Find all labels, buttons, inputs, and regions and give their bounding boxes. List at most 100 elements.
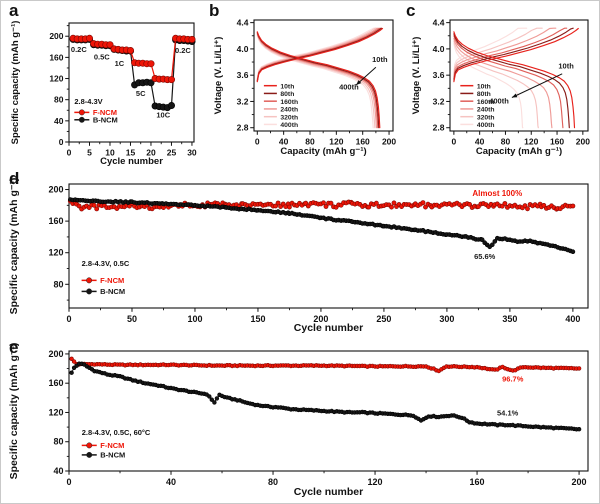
svg-text:40: 40	[166, 477, 176, 487]
svg-text:Specific capacity (mAh g⁻¹): Specific capacity (mAh g⁻¹)	[10, 21, 21, 145]
svg-text:10th: 10th	[372, 55, 388, 64]
svg-text:400: 400	[565, 314, 580, 324]
svg-text:10: 10	[105, 148, 115, 158]
svg-text:B-NCM: B-NCM	[100, 287, 125, 296]
svg-text:300: 300	[439, 314, 454, 324]
svg-text:Voltage (V. Li/Li⁺): Voltage (V. Li/Li⁺)	[213, 37, 224, 115]
svg-text:B-NCM: B-NCM	[100, 451, 125, 460]
chart-voltage-profiles-bncm: 0 40 80 120 160 200 2.8 3.2 3.6 4.0 4.4 Capacity (m…	[411, 18, 590, 157]
svg-text:65.6%: 65.6%	[474, 252, 496, 261]
svg-text:80: 80	[53, 437, 63, 447]
svg-text:0: 0	[67, 148, 72, 158]
svg-text:20: 20	[146, 148, 156, 158]
panel-e: e 0 40 80 120 160 200 40 80 120 160 200 Cycle numbe…	[1, 336, 599, 503]
svg-text:Capacity (mAh g⁻¹): Capacity (mAh g⁻¹)	[280, 146, 366, 157]
svg-text:B-NCM: B-NCM	[93, 115, 118, 124]
svg-text:Almost 100%: Almost 100%	[472, 189, 522, 198]
svg-text:120: 120	[48, 248, 63, 258]
svg-text:0.2C: 0.2C	[71, 45, 87, 54]
chart-long-cycling: 0 50 100 150 200 250 300 350 40080120160200Cycle…	[8, 178, 589, 334]
svg-text:2.8: 2.8	[433, 123, 445, 133]
svg-text:80: 80	[501, 137, 511, 147]
svg-text:200: 200	[576, 137, 590, 147]
chart-rate-capability: 0 5 10 15 20 25 30 0 40 80 120 160 200 Cycle number Sp…	[10, 21, 197, 167]
svg-text:200: 200	[382, 137, 396, 147]
svg-text:320th: 320th	[477, 114, 495, 121]
svg-text:3.6: 3.6	[433, 70, 445, 80]
svg-text:100: 100	[187, 314, 202, 324]
svg-text:80: 80	[268, 477, 278, 487]
svg-text:F-NCM: F-NCM	[100, 276, 124, 285]
svg-text:400th: 400th	[280, 122, 298, 129]
svg-text:200: 200	[313, 314, 328, 324]
svg-text:4.0: 4.0	[433, 44, 445, 54]
svg-text:80: 80	[54, 95, 64, 105]
svg-text:120: 120	[524, 137, 538, 147]
svg-text:400th: 400th	[489, 96, 509, 105]
svg-text:10th: 10th	[280, 83, 294, 90]
svg-text:25: 25	[167, 148, 177, 158]
chart-voltage-profiles-fncm: 0 40 80 120 160 200 2.8 3.2 3.6 4.0 4.4 Capacity (m…	[213, 18, 396, 157]
svg-text:40: 40	[279, 137, 289, 147]
svg-text:10th: 10th	[558, 62, 574, 71]
svg-text:50: 50	[127, 314, 137, 324]
svg-text:80: 80	[53, 279, 63, 289]
svg-text:Specific capacity (mAh g⁻¹): Specific capacity (mAh g⁻¹)	[8, 343, 20, 480]
panel-label-a: a	[9, 1, 19, 20]
svg-text:Specific capacity (mAh g⁻¹): Specific capacity (mAh g⁻¹)	[8, 178, 20, 315]
panel-d: d 0 50 100 150 200 250 300 350 400 80 120 160 200 Cyc…	[1, 169, 599, 336]
svg-text:30: 30	[187, 148, 197, 158]
svg-text:15: 15	[126, 148, 136, 158]
svg-text:200: 200	[48, 185, 63, 195]
panel-label-c: c	[406, 1, 416, 20]
svg-text:160: 160	[48, 216, 63, 226]
svg-text:Voltage (V. Li/Li⁺): Voltage (V. Li/Li⁺)	[411, 37, 422, 115]
svg-text:0: 0	[66, 314, 71, 324]
svg-text:F-NCM: F-NCM	[93, 108, 117, 117]
svg-text:3.2: 3.2	[237, 96, 249, 106]
svg-text:0: 0	[59, 137, 64, 147]
svg-text:3.6: 3.6	[237, 70, 249, 80]
svg-text:80th: 80th	[280, 91, 294, 98]
svg-text:120: 120	[48, 407, 63, 417]
svg-text:120: 120	[368, 477, 383, 487]
svg-text:160th: 160th	[280, 99, 298, 106]
svg-text:F-NCM: F-NCM	[100, 441, 124, 450]
svg-text:160: 160	[48, 378, 63, 388]
panel-c: c 0 40 80 120 160 200 2.8 3.2 3.6 4.0 4.4 Capacity …	[401, 1, 599, 169]
svg-text:120: 120	[49, 74, 63, 84]
svg-text:150: 150	[250, 314, 265, 324]
svg-text:80th: 80th	[477, 91, 491, 98]
svg-text:5C: 5C	[136, 89, 146, 98]
svg-text:54.1%: 54.1%	[497, 408, 519, 417]
svg-text:40: 40	[475, 137, 485, 147]
svg-text:10th: 10th	[477, 83, 491, 90]
svg-text:400th: 400th	[477, 122, 495, 129]
svg-text:2.8-4.3V, 0.5C: 2.8-4.3V, 0.5C	[82, 259, 130, 268]
svg-text:200: 200	[49, 31, 63, 41]
svg-text:Cycle number: Cycle number	[294, 322, 363, 334]
svg-text:240th: 240th	[280, 107, 298, 114]
svg-text:10C: 10C	[156, 111, 170, 120]
panel-a: a 0 5 10 15 20 25 30 0 40 80 120 160 200 Cycle number…	[1, 1, 205, 169]
svg-text:0.5C: 0.5C	[94, 52, 110, 61]
svg-text:Cycle number: Cycle number	[294, 486, 363, 498]
svg-text:1C: 1C	[115, 59, 125, 68]
svg-text:160: 160	[470, 477, 485, 487]
svg-text:200: 200	[572, 477, 587, 487]
svg-text:320th: 320th	[280, 114, 298, 121]
svg-text:200: 200	[48, 349, 63, 359]
svg-text:Capacity (mAh g⁻¹): Capacity (mAh g⁻¹)	[476, 146, 562, 157]
svg-text:120: 120	[329, 137, 343, 147]
panel-b: b 0 40 80 120 160 200 2.8 3.2 3.6 4.0 4.4 Capacity …	[205, 1, 401, 169]
svg-text:0: 0	[66, 477, 71, 487]
svg-text:3.2: 3.2	[433, 96, 445, 106]
svg-text:0: 0	[452, 137, 457, 147]
svg-text:Cycle number: Cycle number	[100, 156, 163, 167]
svg-text:4.4: 4.4	[433, 18, 445, 28]
panel-label-b: b	[209, 1, 220, 20]
svg-text:250: 250	[376, 314, 391, 324]
svg-text:350: 350	[502, 314, 517, 324]
svg-text:0: 0	[255, 137, 260, 147]
